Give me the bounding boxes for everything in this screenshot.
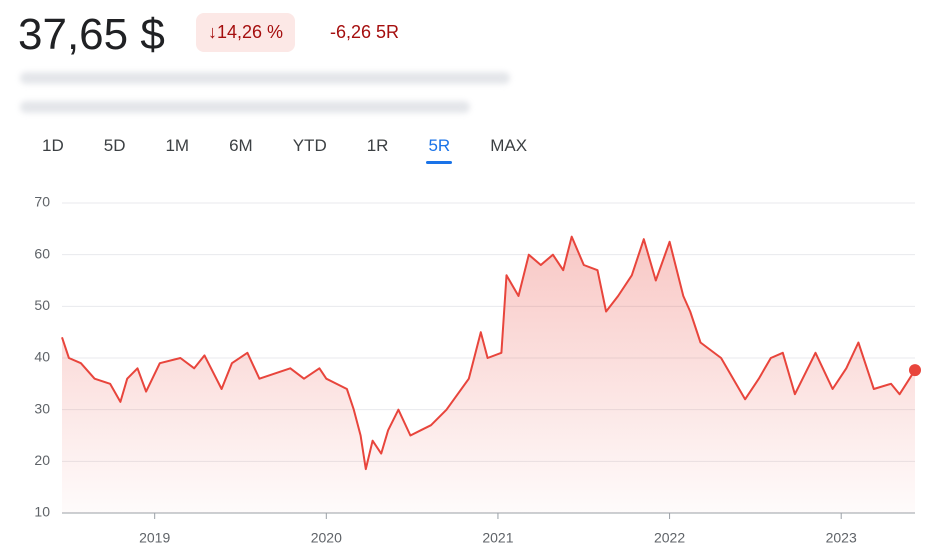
x-tick-label: 2020 [311, 530, 342, 546]
y-tick-label: 20 [34, 452, 50, 468]
range-tab[interactable]: MAX [490, 136, 528, 155]
blurred-line [20, 72, 510, 84]
range-tab[interactable]: 1R [366, 136, 389, 155]
price: 37,65 $ [18, 10, 165, 59]
y-tick-label: 10 [34, 504, 50, 520]
y-tick-label: 70 [34, 194, 50, 210]
x-tick-label: 2019 [139, 530, 170, 546]
change-percent: ↓14,26 % [196, 13, 296, 52]
range-tab[interactable]: YTD [292, 136, 327, 155]
blurred-line [20, 101, 470, 113]
x-tick-label: 2023 [826, 530, 857, 546]
y-tick-label: 50 [34, 297, 50, 313]
price-line [61, 235, 916, 471]
range-tab[interactable]: 1D [42, 136, 64, 155]
range-tab[interactable]: 5R [408, 134, 470, 164]
range-tab[interactable]: 6M [229, 136, 253, 155]
range-tab[interactable]: 1M [165, 136, 190, 155]
change-abs: -6,26 5R [330, 22, 400, 42]
last-point [909, 364, 921, 377]
area [62, 236, 915, 513]
y-tick-label: 60 [34, 245, 50, 261]
range-tabs: 1D 5D 1M 6M YTD 1R 5R MAX [22, 134, 547, 164]
y-tick-label: 40 [34, 349, 50, 365]
y-tick-label: 30 [34, 400, 50, 416]
x-tick-label: 2021 [482, 530, 513, 546]
x-tick-label: 2022 [654, 530, 685, 546]
range-tab[interactable]: 5D [103, 136, 126, 155]
